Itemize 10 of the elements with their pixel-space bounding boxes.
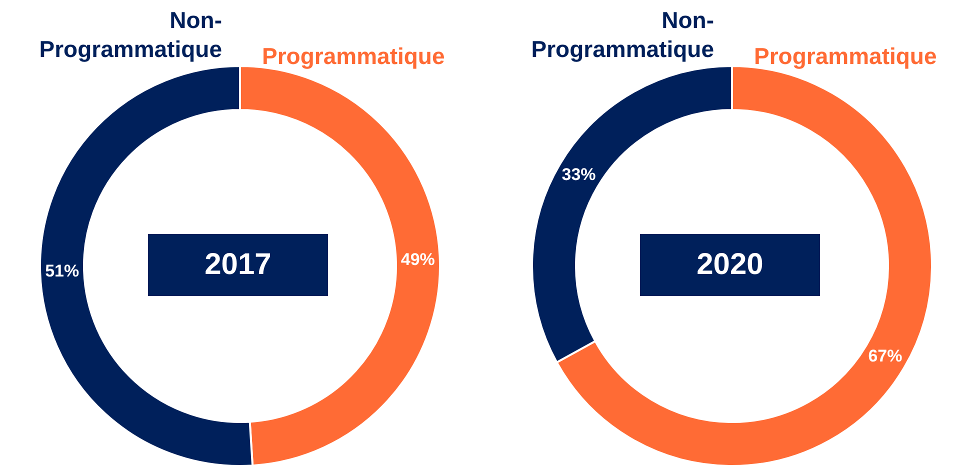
data-label: 49% [400,250,435,270]
data-label: 51% [45,261,80,280]
text: 2020 [640,234,820,296]
text: 2017 [148,234,328,296]
slice-label: Non-Programmatique [38,6,222,64]
data-label: 33% [562,165,596,184]
slice-label: Programmatique [754,42,937,71]
slice-label: Non-Programmatique [530,6,714,64]
data-label: 67% [868,346,902,366]
slice-label: Programmatique [262,42,445,71]
